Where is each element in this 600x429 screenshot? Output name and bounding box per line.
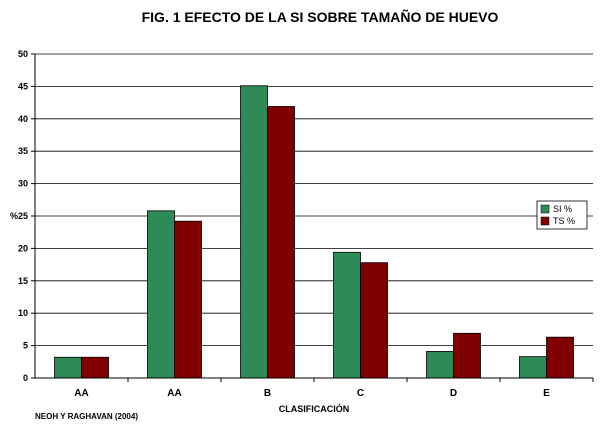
legend-label-si: SI % bbox=[553, 204, 572, 214]
gridlines bbox=[35, 53, 593, 347]
x-axis-label: CLASIFICACIÓN bbox=[279, 403, 350, 414]
y-tick-label: 40 bbox=[18, 114, 28, 124]
y-tick-label: 10 bbox=[18, 308, 28, 318]
bar-ts bbox=[174, 220, 202, 379]
bar-si bbox=[147, 210, 175, 379]
y-tick-label: 15 bbox=[18, 276, 28, 286]
x-tick-label: E bbox=[543, 388, 550, 399]
bar-si bbox=[333, 251, 361, 379]
y-tick-label: 20 bbox=[18, 243, 28, 253]
bar-si bbox=[240, 85, 268, 379]
x-tick-label: D bbox=[450, 388, 457, 399]
x-tick-label: AA bbox=[167, 388, 181, 399]
bar-ts bbox=[81, 356, 109, 379]
y-axis-ticks: 0 5 10 15 20 25 30 35 40 45 50 bbox=[18, 49, 35, 383]
legend-label-ts: TS % bbox=[553, 216, 575, 226]
legend: SI % TS % bbox=[536, 200, 588, 230]
x-tick-label: C bbox=[357, 388, 364, 399]
y-tick-label: 45 bbox=[18, 81, 28, 91]
bar-si bbox=[54, 356, 82, 379]
bar-ts bbox=[546, 336, 574, 379]
y-tick-label: 50 bbox=[18, 49, 28, 59]
x-tick-label: AA bbox=[74, 388, 88, 399]
bar-si bbox=[426, 351, 454, 379]
legend-swatch-ts bbox=[540, 216, 550, 226]
y-tick-label: 25 bbox=[18, 211, 28, 221]
chart-title: FIG. 1 EFECTO DE LA SI SOBRE TAMAÑO DE H… bbox=[142, 8, 499, 25]
bars bbox=[54, 85, 574, 379]
x-axis-ticks: AA AA B C D E bbox=[74, 378, 594, 399]
y-tick-label: 5 bbox=[23, 341, 28, 351]
y-tick-label: 35 bbox=[18, 146, 28, 156]
y-tick-label: 30 bbox=[18, 179, 28, 189]
x-tick-label: B bbox=[264, 388, 271, 399]
y-tick-label: 0 bbox=[23, 373, 28, 383]
bar-ts bbox=[360, 262, 388, 379]
bar-si bbox=[519, 356, 547, 379]
bar-ts bbox=[453, 332, 481, 379]
legend-swatch-si bbox=[540, 204, 550, 214]
bar-ts bbox=[267, 106, 295, 379]
source-note: NEOH Y RAGHAVAN (2004) bbox=[35, 412, 138, 421]
y-axis-label: % bbox=[10, 211, 18, 221]
